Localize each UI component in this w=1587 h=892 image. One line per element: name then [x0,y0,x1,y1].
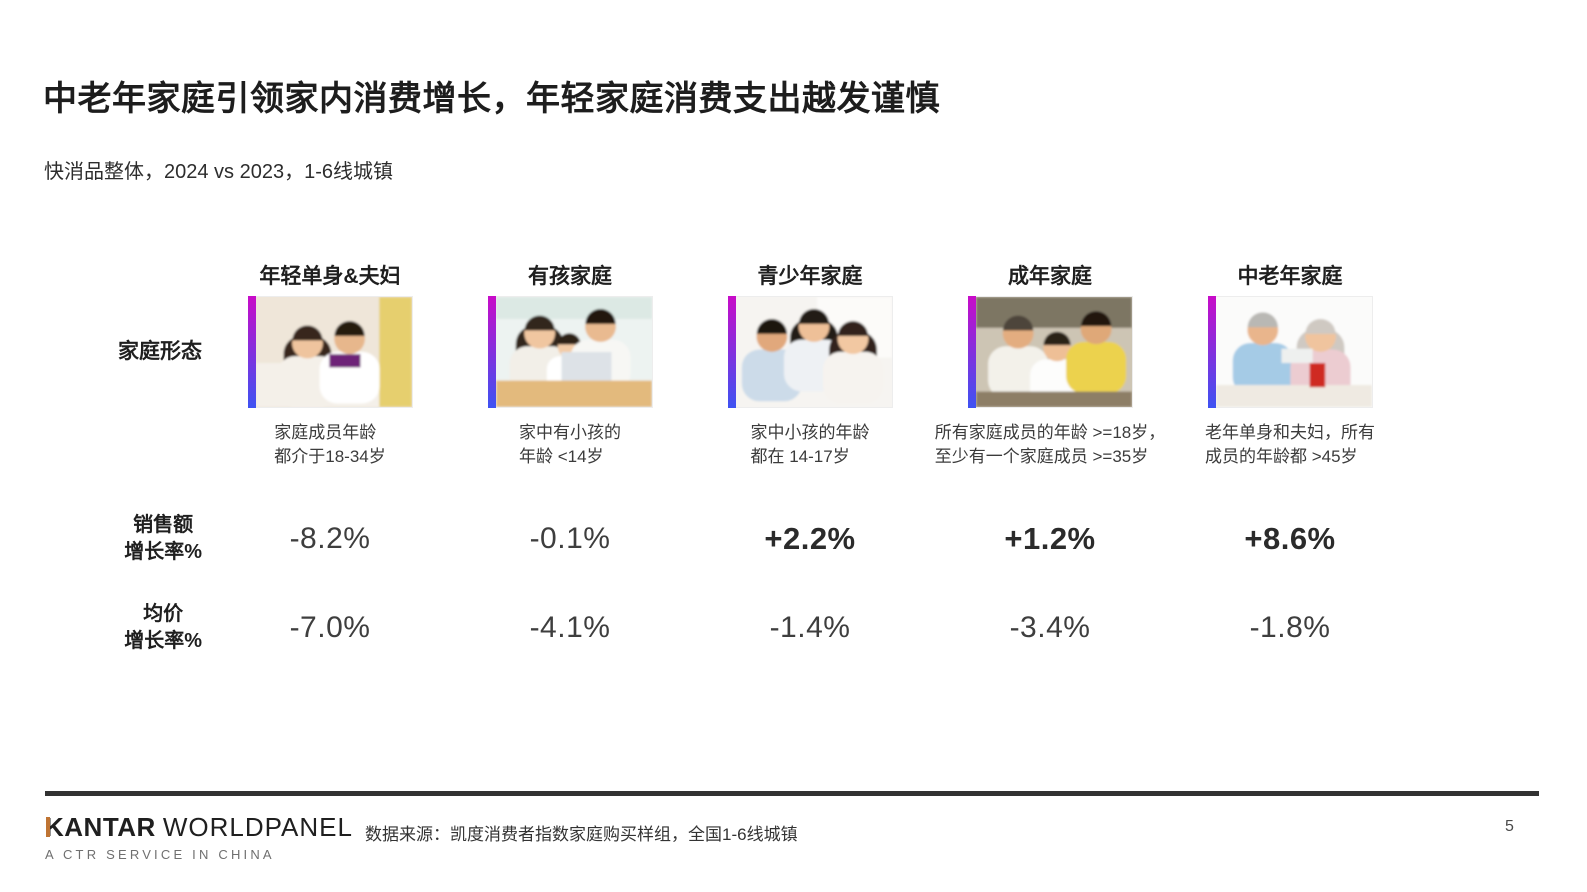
row-labels-spacer [25,246,210,296]
family-definition: 老年单身和夫妇，所有 成员的年龄都 >45岁 [1205,423,1375,467]
family-type-header: 青少年家庭 [757,265,863,288]
gradient-accent-bar [487,296,496,408]
family-column: 有孩家庭 家中有小孩的 年龄 <14岁 -0.1% -4.1% [450,246,690,674]
family-type-header: 中老年家庭 [1237,265,1343,288]
family-photo-3 [727,296,893,408]
brand-tagline: A CTR SERVICE IN CHINA [45,847,275,862]
price-growth-value: -3.4% [1009,610,1091,644]
family-column: 青少年家庭 家中小孩的年龄 都在 14-17岁 +2.2% -1.4% [690,246,930,674]
brand-worldpanel: WORLDPANEL [162,812,353,842]
page-title: 中老年家庭引领家内消费增长，年轻家庭消费支出越发谨慎 [43,79,940,118]
family-photo-5 [1207,296,1373,408]
family-photo-art [255,297,412,407]
family-type-header: 有孩家庭 [528,265,612,288]
data-source-note: 数据来源：凯度消费者指数家庭购买样组，全国1-6线城镇 [365,825,798,844]
sales-growth-value: +8.6% [1244,520,1336,556]
row-label-family-type: 家庭形态 [118,339,202,363]
family-type-header: 成年家庭 [1008,265,1092,288]
comparison-table: 家庭形态 销售额 增长率% 均价 增长率% 年轻单身&夫妇 家庭成员年龄 都介于… [25,246,1410,674]
family-definition: 家中有小孩的 年龄 <14岁 [519,423,621,467]
row-labels-column: 家庭形态 销售额 增长率% 均价 增长率% [25,246,210,674]
row-label-sales-growth: 销售额 增长率% [124,513,202,563]
family-column: 中老年家庭 老年单身和夫妇，所有 成员的年龄都 >45岁 +8.6% -1.8% [1170,246,1410,674]
sales-growth-value: +2.2% [764,520,856,556]
family-definition: 家庭成员年龄 都介于18-34岁 [274,423,386,467]
family-photo-art [975,297,1132,407]
sales-growth-value: -0.1% [529,521,611,555]
family-type-header: 年轻单身&夫妇 [259,265,401,288]
row-label-price-growth: 均价 增长率% [124,602,202,652]
sales-growth-value: +1.2% [1004,520,1096,556]
page-number: 5 [1505,818,1514,835]
family-photo-art [735,297,892,407]
brand-kantar: KANTAR [45,812,156,842]
family-photo-2 [487,296,653,408]
kantar-worldpanel-logo: KANTAR WORLDPANEL [45,812,353,843]
price-growth-value: -1.8% [1249,610,1331,644]
price-growth-value: -4.1% [529,610,611,644]
price-growth-value: -1.4% [769,610,851,644]
family-photo-1 [247,296,413,408]
family-column: 年轻单身&夫妇 家庭成员年龄 都介于18-34岁 -8.2% -7.0% [210,246,450,674]
kantar-logo-accent [46,817,50,837]
sales-growth-value: -8.2% [289,521,371,555]
family-photo-art [1215,297,1372,407]
footer-divider [45,791,1539,796]
gradient-accent-bar [967,296,976,408]
family-definition: 家中小孩的年龄 都在 14-17岁 [750,423,870,467]
family-column: 成年家庭 所有家庭成员的年龄 >=18岁， 至少有一个家庭成员 >=35岁 +1… [930,246,1170,674]
gradient-accent-bar [1207,296,1216,408]
family-photo-4 [967,296,1133,408]
gradient-accent-bar [727,296,736,408]
family-photo-art [495,297,652,407]
gradient-accent-bar [247,296,256,408]
slide-subtitle: 快消品整体，2024 vs 2023，1-6线城镇 [44,161,394,183]
family-definition: 所有家庭成员的年龄 >=18岁， 至少有一个家庭成员 >=35岁 [934,423,1166,467]
price-growth-value: -7.0% [289,610,371,644]
